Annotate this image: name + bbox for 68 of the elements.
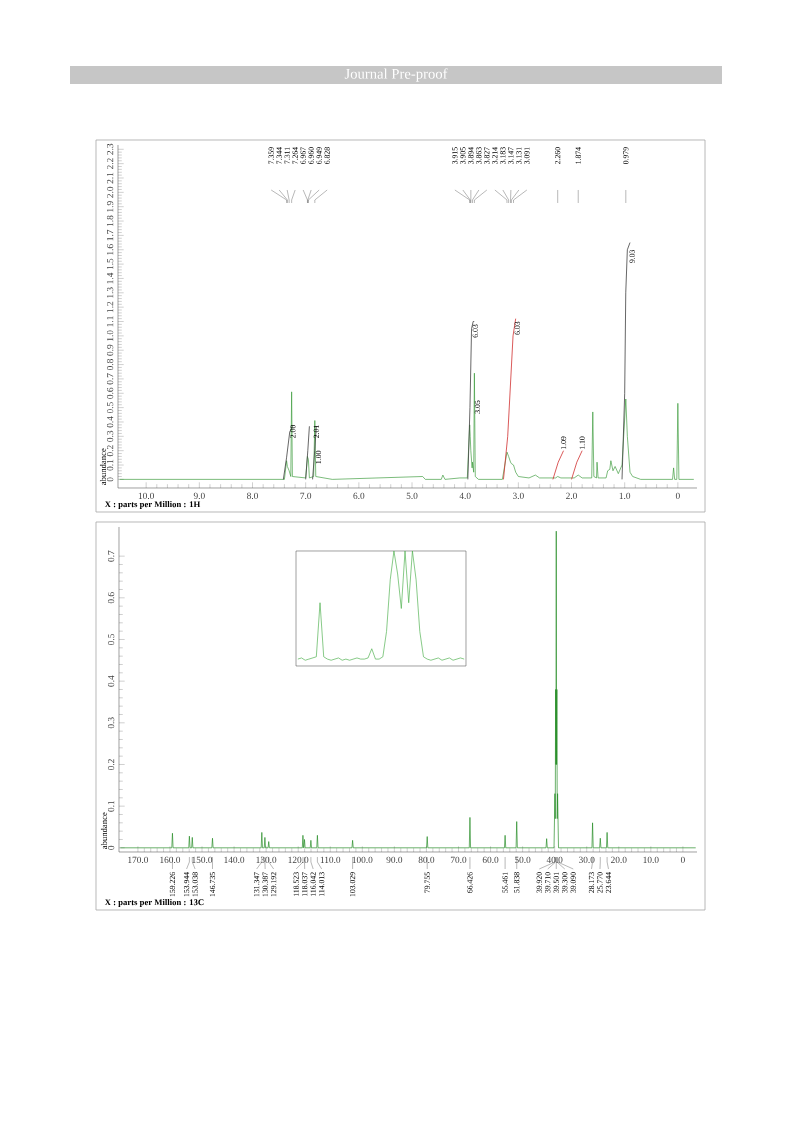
y-tick-label: 0.4 xyxy=(106,416,114,428)
x-tick-label: 4.0 xyxy=(459,492,471,500)
y-tick-label: 0.8 xyxy=(106,359,114,371)
x-tick-label: 30.0 xyxy=(578,856,595,864)
x-tick-label: 10.0 xyxy=(643,856,659,864)
x-tick-label: 40.0 xyxy=(546,856,563,864)
x-tick-label: 110.0 xyxy=(320,856,341,864)
y-tick-label: 1.6 xyxy=(106,244,114,255)
x-axis-title: X : parts per Million : 13C xyxy=(104,899,204,907)
x-tick-label: 50.0 xyxy=(514,856,531,864)
x-tick-label: 0 xyxy=(675,492,680,499)
y-axis-title: abundance xyxy=(99,448,107,485)
y-tick-label: 0.5 xyxy=(107,634,115,645)
y-axis-title: abundance xyxy=(100,812,108,849)
y-tick-label: 1.0 xyxy=(106,330,114,341)
x-tick-label: 9.0 xyxy=(193,492,205,500)
y-tick-label: 2.0 xyxy=(106,186,114,198)
line-series xyxy=(119,530,697,849)
y-tick-label: 2.3 xyxy=(106,143,114,155)
y-tick-label: 1.2 xyxy=(106,301,114,313)
y-tick-label: 0.7 xyxy=(107,550,115,562)
y-tick-label: 0.3 xyxy=(107,717,115,729)
y-tick-label: 1.5 xyxy=(107,258,114,270)
x-tick-label: 5.0 xyxy=(406,492,418,500)
x-axis-title: X : parts per Million : 1H xyxy=(104,501,201,509)
y-tick-label: 0.7 xyxy=(106,373,114,385)
y-tick-label: 1.7 xyxy=(107,229,114,241)
line-series xyxy=(621,242,631,480)
y-tick-label: 0.5 xyxy=(106,402,114,414)
x-tick-label: 100.0 xyxy=(352,856,373,864)
x-tick-label: 170.0 xyxy=(128,856,149,864)
x-tick-label: 150.0 xyxy=(192,856,213,864)
y-tick-label: 1.4 xyxy=(107,272,114,284)
x-tick-label: 80.0 xyxy=(418,856,435,864)
x-tick-label: 140.0 xyxy=(224,856,245,864)
x-tick-label: 60.0 xyxy=(482,856,499,864)
y-tick-label: 2.2 xyxy=(106,158,114,170)
y-tick-label: 1.1 xyxy=(107,316,114,327)
y-tick-label: 2.1 xyxy=(106,172,114,184)
x-tick-label: 90.0 xyxy=(386,856,403,864)
y-tick-label: 0 xyxy=(106,477,114,482)
x-tick-label: 10.0 xyxy=(138,492,154,500)
y-tick-label: 0.9 xyxy=(106,344,114,356)
x-tick-label: 2.0 xyxy=(566,492,577,500)
y-tick-label: 0.1 xyxy=(106,459,114,471)
y-tick-label: 1.3 xyxy=(106,287,114,298)
x-tick-label: 1.0 xyxy=(619,492,631,500)
x-tick-label: 120.0 xyxy=(288,856,309,864)
x-tick-label: 70.0 xyxy=(450,856,467,864)
x-tick-label: 3.0 xyxy=(512,492,524,500)
y-tick-label: 0.2 xyxy=(106,445,114,457)
x-tick-label: 20.0 xyxy=(611,856,627,864)
y-tick-label: 0.6 xyxy=(106,387,114,399)
y-tick-label: 0 xyxy=(107,845,115,850)
x-tick-label: 6.0 xyxy=(353,492,365,500)
y-tick-label: 1.8 xyxy=(106,215,114,227)
x-tick-label: 0 xyxy=(680,856,685,863)
y-tick-label: 0.4 xyxy=(107,675,115,687)
y-tick-label: 0.2 xyxy=(107,759,115,770)
chart-title: Journal Pre-proof xyxy=(344,68,448,82)
x-tick-label: 130.0 xyxy=(256,856,277,864)
y-tick-label: 0.1 xyxy=(107,800,115,812)
y-tick-label: 1.9 xyxy=(106,201,114,212)
x-tick-label: 8.0 xyxy=(247,492,258,500)
x-tick-label: 7.0 xyxy=(300,492,312,500)
y-tick-label: 0.3 xyxy=(106,430,114,442)
x-tick-label: 160.0 xyxy=(160,856,181,864)
y-tick-label: 0.6 xyxy=(107,592,115,604)
